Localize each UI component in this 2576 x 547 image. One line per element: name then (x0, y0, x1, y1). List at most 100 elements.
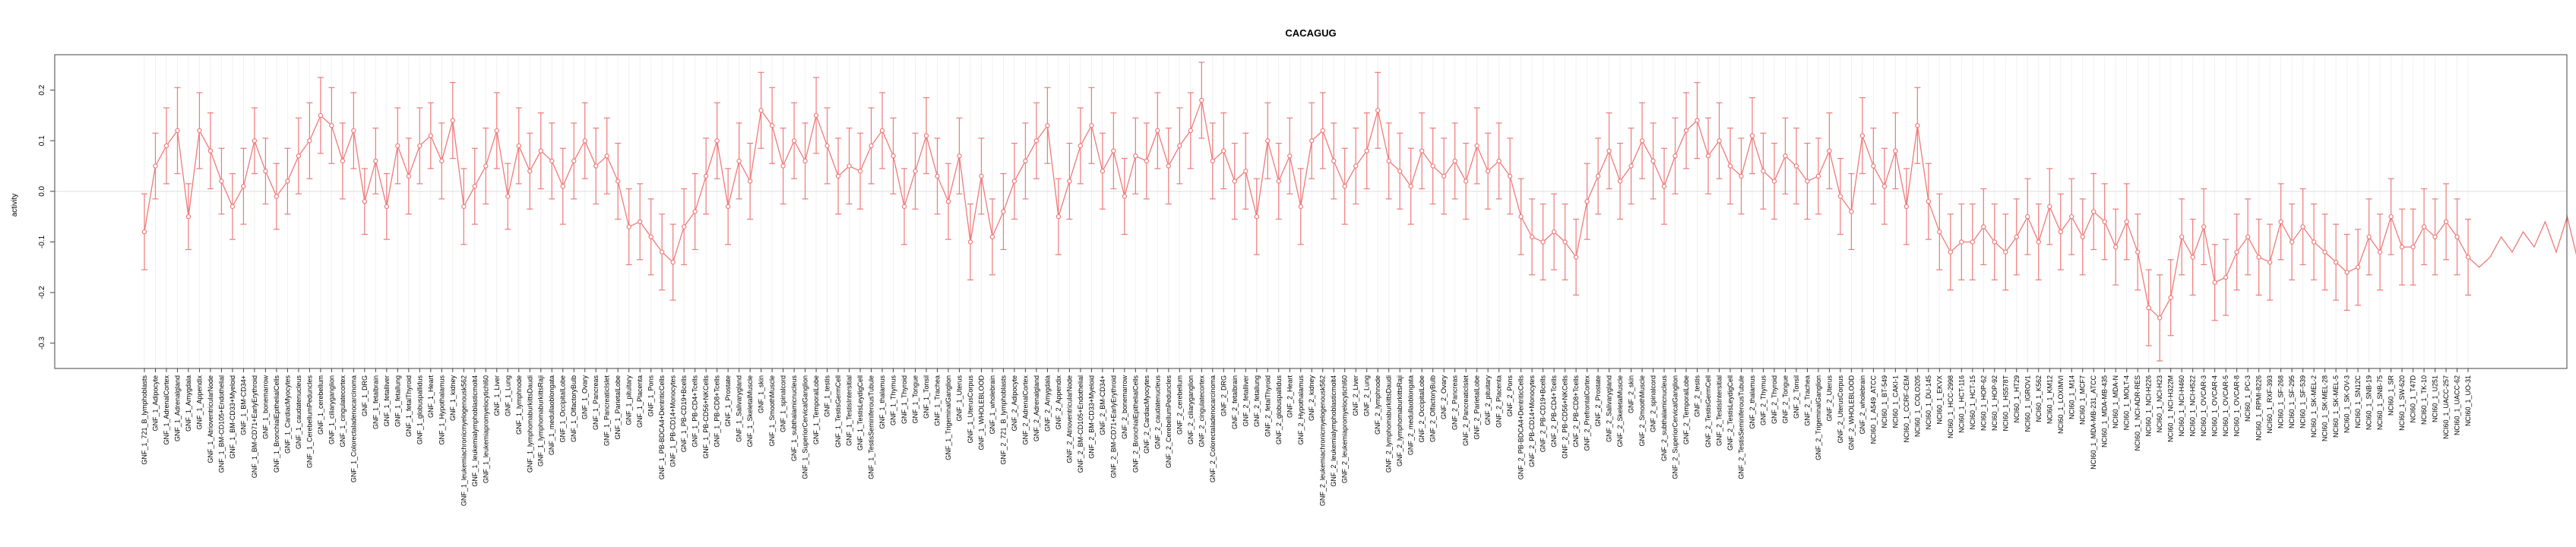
x-tick-label: GNF_1_Uterus (955, 375, 963, 422)
x-tick-label: GNF_1_fetalThyroid (405, 375, 413, 437)
data-point (329, 123, 334, 128)
data-point (2014, 234, 2019, 240)
x-tick-label: GNF_2_AtrioventricularNode (1065, 375, 1073, 463)
data-point (1287, 153, 1293, 159)
x-tick-label: GNF_2_TestisSeminiferousTubule (1737, 375, 1745, 479)
x-tick-label: GNF_1_Thyroid (900, 375, 908, 424)
x-tick-label: GNF_1_fetallung (394, 375, 401, 427)
x-tick-label: GNF_1_BM-CD34+ (239, 375, 247, 435)
x-tick-label: NCI60_1_NCI-H226 (2145, 375, 2153, 437)
data-point (1243, 169, 1248, 174)
data-point (1133, 153, 1138, 159)
x-tick-label: GNF_1_lymphomaburkittsDaudi (526, 375, 533, 473)
data-point (1904, 204, 1910, 210)
data-point (1937, 229, 1942, 235)
data-point (1573, 255, 1579, 260)
data-point (1749, 133, 1755, 138)
data-point (1045, 123, 1050, 128)
x-tick-label: GNF_2_BronchialEpithelialCells (1131, 375, 1139, 473)
x-tick-label: GNF_2_thalamus (1748, 375, 1756, 429)
data-point (153, 163, 158, 169)
x-tick-label: GNF_1_kidney (449, 375, 457, 422)
data-point (2047, 204, 2052, 210)
x-tick-label: GNF_2_TestisGermCell (1704, 375, 1712, 447)
data-point (813, 112, 819, 119)
data-point (1364, 148, 1369, 153)
x-tick-label: NCI60_1_IGROV1 (2024, 375, 2031, 432)
data-point (2146, 305, 2151, 311)
x-tick-label: GNF_1_TestisGermCell (834, 375, 842, 447)
x-tick-label: GNF_1_skin (758, 375, 765, 413)
x-tick-label: NCI60_1_SK-MEL-2 (2310, 375, 2318, 438)
x-tick-label: GNF_1_lymphomaburkittsRaji (537, 375, 545, 466)
data-point (945, 198, 951, 204)
x-tick-label: GNF_2_Thyroid (1771, 375, 1778, 424)
data-point (1673, 153, 1678, 159)
data-point (2069, 213, 2074, 220)
x-tick-label: GNF_2_ciliaryganglion (1187, 375, 1195, 444)
data-point (1441, 173, 1447, 179)
x-tick-label: GNF_1_SmoothMuscle (768, 375, 776, 447)
data-point (1089, 123, 1094, 128)
x-tick-label: NCI60_1_TK-10 (2420, 375, 2428, 425)
x-tick-label: GNF_2_kidney (1308, 375, 1315, 422)
x-tick-label: GNF_1_PB-CD14+Monocytes (669, 375, 677, 467)
y-tick-label: -0.1 (38, 235, 46, 248)
data-point (1232, 179, 1237, 184)
x-tick-label: GNF_2_Tongue (1781, 375, 1789, 424)
data-point (1959, 239, 1964, 245)
x-tick-label: GNF_2_Liver (1352, 375, 1359, 416)
data-point (758, 108, 764, 113)
data-point (1893, 148, 1898, 153)
x-tick-label: GNF_2_Placenta (1495, 375, 1503, 428)
data-point (967, 239, 973, 245)
x-tick-label: GNF_2_PB-CD4+Tcells (1550, 375, 1558, 447)
data-point (2234, 249, 2239, 255)
x-tick-label: GNF_1_PB-BDCA4+DentriticCells (658, 375, 666, 480)
data-point (1001, 209, 1006, 214)
data-point (1474, 143, 1479, 149)
x-tick-label: NCI60_1_A549_ATCC (1869, 375, 1877, 444)
data-point (1111, 148, 1116, 153)
data-point (1705, 153, 1711, 159)
y-tick-label: 0.1 (38, 135, 46, 146)
data-point (2311, 239, 2317, 245)
x-tick-label: NCI60_1_BT-549 (1881, 375, 1888, 428)
x-tick-label: GNF_2_PB-BDCA4+DentriticCells (1517, 375, 1525, 480)
data-point (1871, 163, 1876, 169)
data-point (527, 169, 533, 174)
x-tick-label: GNF_2_AdrenalCortex (1021, 375, 1029, 445)
x-tick-label: NCI60_1_RPMI-8226 (2255, 375, 2263, 441)
data-point (2399, 244, 2405, 250)
data-point (1540, 239, 1546, 245)
data-point (1298, 204, 1303, 210)
data-point (2278, 219, 2283, 225)
x-tick-label: GNF_1_TestisSeminiferousTubule (868, 375, 875, 479)
data-point (1761, 169, 1766, 174)
data-point (1584, 198, 1590, 204)
data-point (869, 143, 874, 149)
x-tick-label: GNF_2_BM-CD105+Endothelial (1077, 375, 1084, 473)
x-tick-label: GNF_1_TemporalLobe (812, 375, 820, 444)
x-tick-label: GNF_1_UterusCorpus (967, 375, 974, 444)
x-tick-label: GNF_2_lymphomaburkittsDaudi (1385, 375, 1393, 473)
x-tick-label: GNF_2_Thymus (1759, 375, 1767, 426)
data-point (1695, 118, 1700, 123)
x-tick-label: GNF_2_DRG (1220, 375, 1227, 416)
data-point (725, 204, 731, 210)
x-tick-label: GNF_2_wholebrain (1859, 375, 1866, 435)
data-point (384, 204, 390, 210)
x-tick-label: GNF_1_BM-CD71+EarlyErythroid (251, 375, 258, 478)
x-tick-label: GNF_2_BM-CD33+Myeloid (1087, 375, 1095, 459)
data-point (1430, 163, 1435, 169)
data-point (1408, 183, 1413, 189)
data-point (791, 138, 797, 144)
x-tick-label: NCI60_1_OVCAR-4 (2211, 375, 2219, 437)
series-line (144, 98, 2576, 319)
data-point (1562, 239, 1568, 245)
plot-frame (54, 54, 2568, 369)
x-tick-label: GNF_2_spinalcord (1650, 375, 1657, 432)
data-point (703, 173, 709, 179)
data-points (141, 97, 2471, 321)
